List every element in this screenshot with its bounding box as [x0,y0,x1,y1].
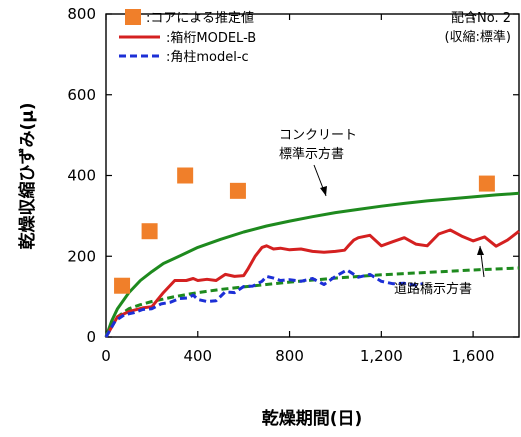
series-layer [104,167,520,338]
annotation-mix-number: 配合No. 2 [451,11,511,26]
annotation-shrinkage-type: (収縮:標準) [444,29,511,45]
y-tick-label-0: 0 [86,328,96,346]
curve-label-jsce-line2: 標準示方書 [279,146,344,162]
legend-label-box-girder: :箱桁MODEL-B [166,30,256,46]
y-axis-title: 乾燥収縮ひずみ(μ) [17,102,38,249]
box-girder-line [104,228,520,338]
core-point-2 [177,167,194,184]
square-column-line [104,268,423,338]
x-axis-title: 乾燥期間(日) [262,408,363,429]
core-point-4 [478,175,495,192]
curve-label-jsce-line1: コンクリート [279,128,357,143]
x-tick-label-2: 800 [275,347,304,365]
core-point-1 [141,223,158,240]
legend: :コアによる推定値 :箱桁MODEL-B :角柱model-c [119,9,256,65]
core-point-3 [229,182,246,199]
y-tick-label-3: 600 [67,86,96,104]
y-tick-label-4: 800 [67,5,96,23]
y-tick-label-2: 400 [67,167,96,185]
curve-arrowhead-road-bridge [477,246,484,255]
x-tick-label-1: 400 [183,347,212,365]
jsce-standard-line [104,191,520,338]
core-point-0 [114,277,131,294]
y-tick-label-1: 200 [67,247,96,265]
axis-ticks: 0 400 800 1,200 1,600 0 200 400 600 800 [67,5,519,365]
curve-label-road-bridge: 道路橋示方書 [394,281,472,297]
x-tick-label-4: 1,600 [452,347,495,365]
legend-label-square-column: :角柱model-c [166,50,249,65]
road-bridge-line [104,266,520,338]
legend-label-core: :コアによる推定値 [146,10,254,26]
x-tick-label-0: 0 [101,347,111,365]
curve-arrowhead-jsce [320,186,327,196]
legend-marker-core [125,9,141,25]
x-tick-label-3: 1,200 [360,347,403,365]
